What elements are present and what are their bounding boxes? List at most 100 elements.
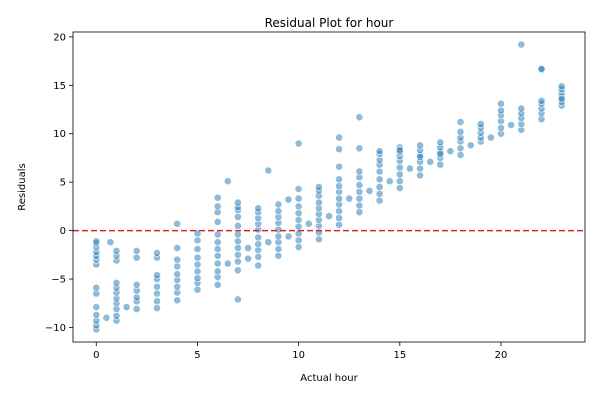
- scatter-point: [497, 124, 505, 132]
- scatter-point: [213, 280, 222, 289]
- scatter-point: [395, 146, 404, 155]
- scatter-point: [173, 262, 182, 271]
- x-axis: 0 5 10 15 20: [93, 342, 507, 361]
- scatter-point: [436, 160, 445, 169]
- scatter-point: [325, 212, 333, 220]
- scatter-point: [456, 118, 465, 126]
- scatter-point: [132, 293, 141, 302]
- scatter-point: [395, 163, 404, 172]
- scatter-point: [132, 253, 141, 262]
- scatter-point: [274, 232, 283, 241]
- scatter-point: [254, 240, 263, 249]
- scatter-point: [466, 141, 475, 150]
- scatter-point: [193, 236, 202, 245]
- scatter-point: [294, 194, 303, 203]
- scatter-point: [486, 133, 495, 142]
- scatter-point: [274, 245, 283, 253]
- scatter-point: [476, 120, 485, 128]
- scatter-point: [233, 213, 242, 221]
- scatter-point: [375, 183, 384, 191]
- plot-area: [73, 40, 585, 334]
- scatter-point: [193, 260, 202, 269]
- scatter-point: [304, 219, 313, 228]
- scatter-point: [335, 162, 343, 171]
- scatter-point: [456, 151, 465, 159]
- y-tick-label: 0: [60, 226, 66, 237]
- scatter-point: [173, 219, 182, 228]
- scatter-point: [294, 202, 303, 211]
- scatter-point: [264, 238, 273, 247]
- scatter-point: [193, 285, 202, 294]
- scatter-point: [173, 270, 182, 279]
- scatter-point: [153, 248, 161, 257]
- scatter-point: [254, 233, 263, 242]
- scatter-point: [274, 207, 283, 216]
- scatter-point: [557, 94, 566, 103]
- scatter-point: [213, 251, 222, 260]
- scatter-point: [92, 310, 101, 319]
- scatter-point: [426, 157, 435, 166]
- scatter-point: [335, 207, 343, 216]
- scatter-point: [294, 243, 303, 251]
- scatter-point: [314, 235, 323, 244]
- scatter-point: [375, 175, 384, 184]
- scatter-point: [233, 198, 242, 207]
- scatter-point: [193, 274, 202, 282]
- scatter-point: [355, 187, 364, 196]
- scatter-point: [294, 184, 303, 193]
- scatter-point: [244, 244, 252, 252]
- scatter-point: [497, 106, 505, 115]
- y-tick-label: −5: [51, 275, 66, 286]
- x-tick-label: 5: [194, 350, 200, 361]
- scatter-point: [355, 208, 364, 217]
- scatter-point: [213, 238, 222, 247]
- scatter-point: [193, 267, 202, 276]
- y-tick-label: −10: [45, 323, 66, 334]
- scatter-point: [213, 245, 222, 253]
- scatter-point: [365, 186, 374, 195]
- scatter-point: [213, 267, 222, 276]
- scatter-point: [517, 40, 526, 49]
- y-tick-label: 15: [53, 81, 66, 92]
- scatter-point: [416, 171, 424, 180]
- scatter-point: [244, 254, 252, 263]
- scatter-point: [223, 177, 232, 186]
- scatter-point: [345, 194, 354, 203]
- scatter-point: [294, 215, 303, 224]
- scatter-point: [456, 127, 465, 136]
- scatter-point: [173, 255, 182, 264]
- scatter-point: [173, 282, 182, 291]
- scatter-point: [153, 297, 161, 306]
- y-tick-label: 10: [53, 129, 66, 140]
- scatter-point: [436, 150, 445, 158]
- scatter-point: [335, 194, 343, 203]
- scatter-point: [153, 282, 161, 291]
- scatter-point: [102, 313, 111, 322]
- scatter-point: [112, 311, 121, 320]
- scatter-point: [355, 201, 364, 210]
- y-tick-label: 20: [53, 32, 66, 43]
- scatter-point: [173, 244, 182, 252]
- scatter-point: [335, 133, 343, 142]
- scatter-point: [446, 147, 455, 156]
- x-axis-label: Actual hour: [300, 373, 358, 384]
- scatter-point: [385, 177, 394, 186]
- scatter-point: [507, 121, 515, 129]
- scatter-point: [416, 141, 424, 150]
- scatter-point: [335, 175, 343, 184]
- scatter-point: [395, 177, 404, 186]
- scatter-point: [233, 266, 242, 275]
- y-axis-label: Residuals: [17, 163, 28, 210]
- scatter-point: [193, 253, 202, 262]
- scatter-point: [274, 251, 283, 260]
- scatter-point: [537, 96, 546, 105]
- scatter-point: [416, 153, 424, 161]
- scatter-point: [355, 181, 364, 189]
- x-tick-label: 15: [393, 350, 406, 361]
- scatter-point: [153, 304, 161, 312]
- scatter-point: [436, 138, 445, 147]
- scatter-point: [153, 271, 161, 280]
- scatter-point: [284, 195, 293, 204]
- scatter-point: [132, 305, 141, 313]
- scatter-point: [294, 222, 303, 231]
